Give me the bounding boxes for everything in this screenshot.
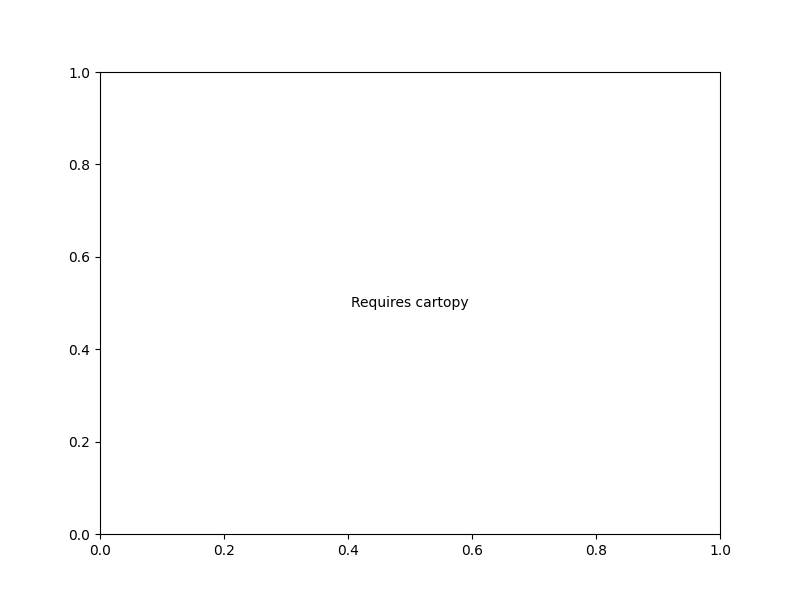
Text: Requires cartopy: Requires cartopy: [351, 296, 469, 310]
